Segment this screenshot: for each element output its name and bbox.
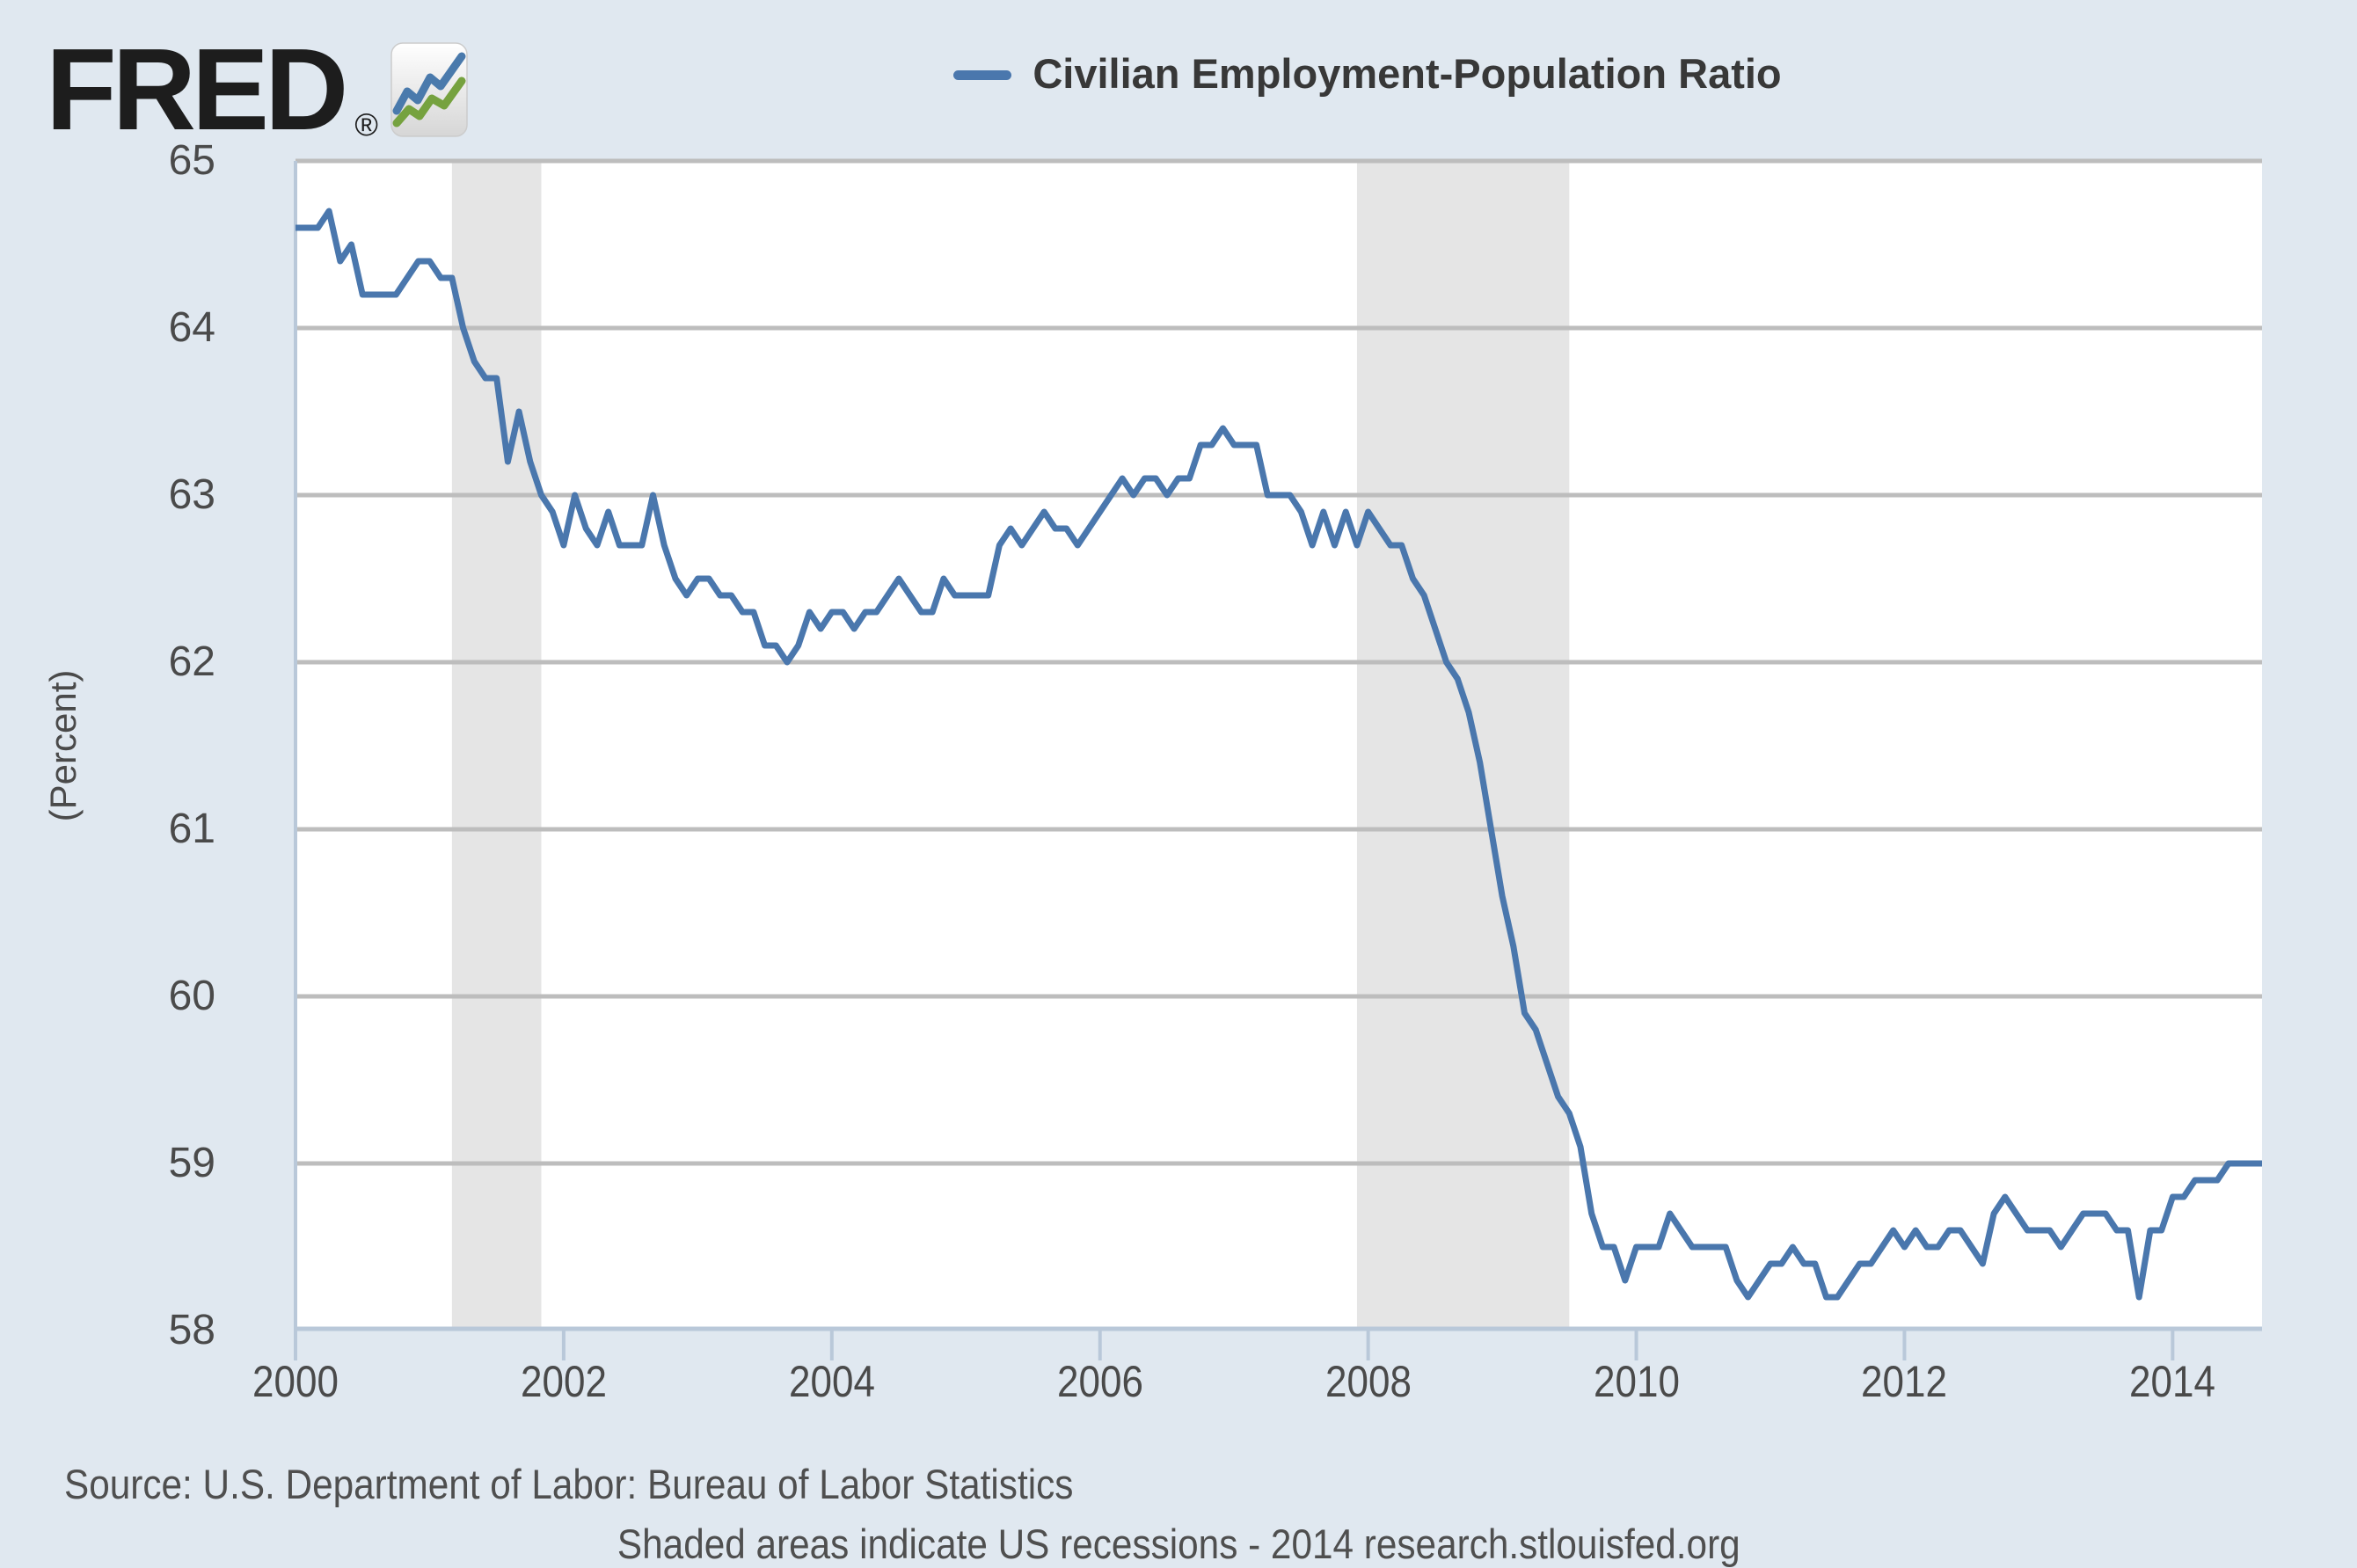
recession-note-text: Shaded areas indicate US recessions - 20… [617,1521,1740,1567]
y-axis-title: (Percent) [42,669,84,822]
registered-trademark: ® [354,106,378,142]
x-tick-label-2000: 2000 [252,1357,339,1406]
x-tick-label-2008: 2008 [1324,1357,1412,1406]
fred-logo-text: FRED [46,25,348,154]
fred-logo: FRED ® [46,32,468,148]
y-tick-label-62: 62 [168,638,215,685]
y-tick-label-59: 59 [168,1140,215,1186]
x-tick-label-2002: 2002 [520,1357,607,1406]
y-tick-label-61: 61 [168,806,215,852]
x-tick-label-2010: 2010 [1593,1357,1680,1406]
employment-population-ratio-chart [294,158,2262,1360]
legend-line-swatch [953,69,1012,80]
y-tick-label-63: 63 [168,471,215,518]
legend-series-label: Civilian Employment-Population Ratio [1033,49,1782,97]
x-tick-label-2014: 2014 [2129,1357,2216,1406]
x-tick-label-2004: 2004 [788,1357,875,1406]
x-tick-label-2006: 2006 [1056,1357,1143,1406]
source-note: Source: U.S. Department of Labor: Bureau… [64,1461,1074,1507]
y-tick-label-60: 60 [168,973,215,1019]
fred-sparkline-logo-icon [390,42,468,137]
y-tick-label-65: 65 [168,137,215,184]
recession-band [1356,161,1570,1331]
series-line-civilian-employment-population-ratio [296,208,2262,1301]
x-tick-label-2012: 2012 [1861,1357,1948,1406]
y-tick-label-58: 58 [168,1307,215,1353]
recession-note: Shaded areas indicate US recessions - 20… [0,1520,2357,1568]
y-tick-label-64: 64 [168,304,215,351]
plot-area [296,161,2262,1331]
recession-band [451,161,542,1331]
chart-legend: Civilian Employment-Population Ratio [378,44,2357,102]
